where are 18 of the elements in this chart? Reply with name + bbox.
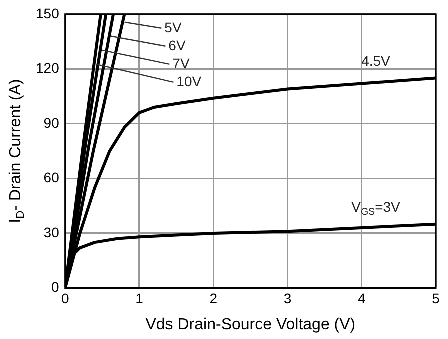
text: 10V bbox=[176, 73, 202, 90]
series-label: 4.5V bbox=[362, 53, 392, 70]
y-tick-label: 90 bbox=[44, 114, 60, 131]
x-axis-title: Vds Drain-Source Voltage (V) bbox=[146, 316, 356, 334]
text: 5V bbox=[164, 19, 182, 36]
x-tick-label: 4 bbox=[358, 290, 366, 306]
x-tick-label: 1 bbox=[136, 290, 144, 306]
y-tick-label: 120 bbox=[36, 60, 60, 76]
text: 7V bbox=[172, 55, 190, 72]
y-tick-label: 30 bbox=[44, 224, 60, 240]
x-tick-label: 3 bbox=[284, 290, 292, 306]
y-tick-label: 60 bbox=[44, 170, 60, 186]
x-tick-label: 5 bbox=[432, 290, 440, 306]
y-tick-label: 0 bbox=[52, 279, 60, 296]
y-tick-label: 150 bbox=[36, 5, 60, 22]
text: 6V bbox=[168, 37, 186, 54]
x-tick-label: 2 bbox=[210, 290, 218, 306]
y-axis-title: ID- Drain Current (A) bbox=[7, 79, 27, 224]
